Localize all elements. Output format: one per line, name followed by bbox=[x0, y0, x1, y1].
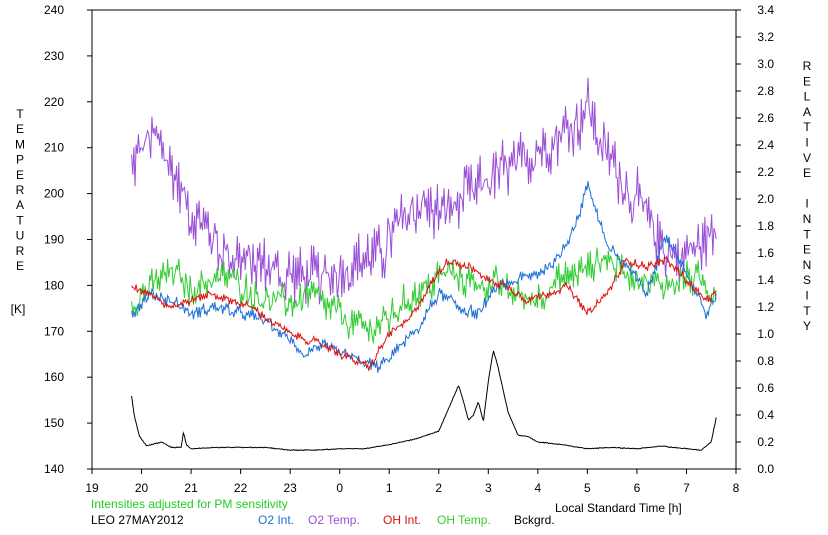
left-tick-label: 200 bbox=[44, 187, 64, 201]
right-axis-title-letter: T bbox=[803, 227, 811, 241]
plot-area bbox=[91, 9, 737, 470]
left-axis-title-letter: P bbox=[16, 153, 24, 167]
x-tick-label: 20 bbox=[135, 481, 149, 495]
right-axis-title-letter: I bbox=[805, 136, 808, 150]
x-tick-label: 21 bbox=[184, 481, 198, 495]
left-tick-label: 150 bbox=[44, 416, 64, 430]
x-tick-label: 8 bbox=[733, 481, 740, 495]
left-tick-label: 170 bbox=[44, 324, 64, 338]
x-tick-label: 7 bbox=[683, 481, 690, 495]
axis-ticks: 1401501601701801902002102202302400.00.20… bbox=[44, 3, 774, 495]
x-tick-label: 4 bbox=[535, 481, 542, 495]
legend-item: Bckgrd. bbox=[514, 513, 555, 527]
x-tick-label: 5 bbox=[584, 481, 591, 495]
right-axis-title-letter: R bbox=[803, 59, 812, 73]
left-axis-title-letter: M bbox=[15, 137, 25, 151]
right-axis-title-letter: E bbox=[803, 74, 811, 88]
series-line-oh-int bbox=[131, 255, 717, 371]
left-axis-title-letter: T bbox=[16, 107, 24, 121]
x-tick-label: 22 bbox=[234, 481, 248, 495]
right-axis-title-letter: S bbox=[803, 273, 811, 287]
series-line-bckgrd bbox=[131, 350, 717, 452]
right-tick-label: 3.4 bbox=[757, 3, 774, 17]
right-tick-label: 2.8 bbox=[757, 84, 774, 98]
x-tick-label: 1 bbox=[386, 481, 393, 495]
right-tick-label: 1.0 bbox=[757, 327, 774, 341]
x-tick-label: 0 bbox=[336, 481, 343, 495]
right-axis-title-letter: Y bbox=[803, 319, 811, 333]
right-axis-title-letter: T bbox=[803, 120, 811, 134]
right-tick-label: 0.0 bbox=[757, 462, 774, 476]
x-tick-label: 23 bbox=[283, 481, 297, 495]
series-line-o2-temp bbox=[131, 77, 717, 305]
right-tick-label: 1.8 bbox=[757, 219, 774, 233]
right-axis-title-letter: N bbox=[803, 212, 812, 226]
right-tick-label: 1.6 bbox=[757, 246, 774, 260]
right-axis-title-letter: T bbox=[803, 304, 811, 318]
x-axis-label: Local Standard Time [h] bbox=[555, 501, 682, 515]
series-line-oh-temp bbox=[131, 247, 717, 344]
right-tick-label: 2.6 bbox=[757, 111, 774, 125]
right-axis-title-letter: L bbox=[804, 90, 811, 104]
right-tick-label: 3.2 bbox=[757, 30, 774, 44]
right-axis-title-letter: I bbox=[805, 289, 808, 303]
right-tick-label: 2.4 bbox=[757, 138, 774, 152]
right-axis-title-letter: N bbox=[803, 258, 812, 272]
series-line-o2-int bbox=[131, 181, 717, 373]
left-tick-label: 160 bbox=[44, 370, 64, 384]
right-tick-label: 0.2 bbox=[757, 435, 774, 449]
left-tick-label: 220 bbox=[44, 95, 64, 109]
left-tick-label: 180 bbox=[44, 278, 64, 292]
left-tick-label: 140 bbox=[44, 462, 64, 476]
left-axis-title-letter: R bbox=[16, 244, 25, 258]
left-axis-title-letter: E bbox=[16, 122, 24, 136]
legend-item: OH Int. bbox=[383, 513, 421, 527]
right-tick-label: 1.4 bbox=[757, 273, 774, 287]
x-tick-label: 3 bbox=[485, 481, 492, 495]
right-tick-label: 2.0 bbox=[757, 192, 774, 206]
right-tick-label: 0.8 bbox=[757, 354, 774, 368]
right-tick-label: 3.0 bbox=[757, 57, 774, 71]
legend: O2 Int. O2 Temp. OH Int. OH Temp. Bckgrd. bbox=[258, 513, 555, 527]
left-axis-title-letter: U bbox=[16, 229, 25, 243]
x-tick-label: 6 bbox=[634, 481, 641, 495]
left-axis-title-letter: E bbox=[16, 259, 24, 273]
left-axis-title-letter: A bbox=[16, 198, 24, 212]
right-tick-label: 0.6 bbox=[757, 381, 774, 395]
series-layer bbox=[131, 77, 717, 452]
right-axis-title-letter: A bbox=[803, 105, 811, 119]
right-axis-title-letter: E bbox=[803, 166, 811, 180]
x-tick-label: 19 bbox=[85, 481, 99, 495]
right-axis-title-letter: I bbox=[805, 197, 808, 211]
right-axis-title-letter: V bbox=[803, 151, 811, 165]
legend-item: O2 Int. bbox=[258, 513, 294, 527]
right-tick-label: 0.4 bbox=[757, 408, 774, 422]
right-tick-label: 2.2 bbox=[757, 165, 774, 179]
left-tick-label: 240 bbox=[44, 3, 64, 17]
left-axis-unit: [K] bbox=[11, 302, 26, 316]
x-tick-label: 2 bbox=[435, 481, 442, 495]
left-tick-label: 190 bbox=[44, 233, 64, 247]
right-tick-label: 1.2 bbox=[757, 300, 774, 314]
left-axis-title-letter: T bbox=[16, 213, 24, 227]
left-tick-label: 230 bbox=[44, 49, 64, 63]
left-axis-title-letter: R bbox=[16, 183, 25, 197]
left-tick-label: 210 bbox=[44, 141, 64, 155]
legend-item: O2 Temp. bbox=[308, 513, 360, 527]
station-label: LEO 27MAY2012 bbox=[91, 513, 184, 527]
legend-item: OH Temp. bbox=[437, 513, 491, 527]
right-axis-title-letter: E bbox=[803, 243, 811, 257]
chart-note: Intensities adjusted for PM sensitivity bbox=[91, 497, 288, 511]
left-axis-title-letter: E bbox=[16, 168, 24, 182]
